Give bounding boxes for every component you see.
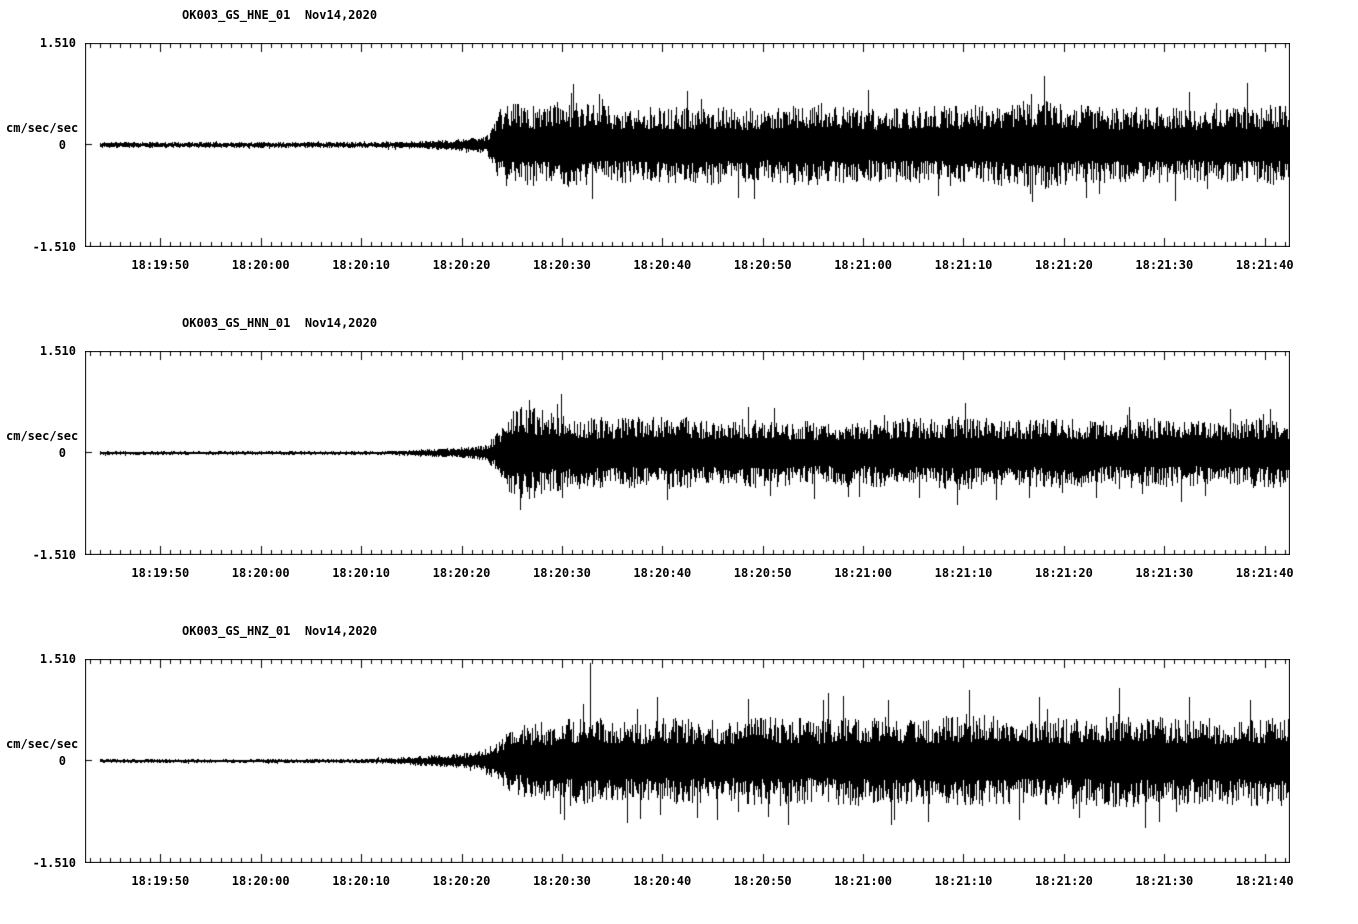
x-tick-label: 18:21:10 — [934, 566, 993, 580]
x-tick-label: 18:21:20 — [1034, 258, 1093, 272]
x-tick-label: 18:19:50 — [131, 258, 190, 272]
x-tick-label: 18:20:40 — [633, 566, 692, 580]
x-tick-label: 18:20:30 — [532, 874, 591, 888]
x-tick-label: 18:21:30 — [1135, 258, 1194, 272]
y-tick-label-zero: 0 — [58, 138, 66, 152]
x-axis-labels: 18:19:50 18:20:00 18:20:10 18:20:20 18:20:30… — [85, 566, 1293, 582]
y-tick-label-min: -1.510 — [32, 856, 76, 870]
x-tick-label: 18:20:50 — [733, 566, 792, 580]
y-axis-unit-label: cm/sec/sec — [6, 737, 79, 751]
waveform-canvas-hne — [85, 43, 1290, 247]
x-tick-label: 18:20:30 — [532, 566, 591, 580]
x-tick-label: 18:20:00 — [231, 566, 290, 580]
x-tick-label: 18:20:20 — [432, 258, 491, 272]
x-tick-label: 18:21:40 — [1235, 874, 1294, 888]
x-tick-label: 18:20:10 — [332, 874, 390, 888]
y-tick-label-max: 1.510 — [39, 344, 76, 358]
x-tick-label: 18:20:20 — [432, 566, 491, 580]
y-tick-label-max: 1.510 — [39, 36, 76, 50]
y-tick-label-max: 1.510 — [39, 652, 76, 666]
x-tick-label: 18:21:00 — [834, 874, 892, 888]
y-axis-unit-label: cm/sec/sec — [6, 121, 79, 135]
waveform-canvas-hnn — [85, 351, 1290, 555]
seismogram-panel-hnn: OK003_GS_HNN_01 Nov14,2020 1.510 cm/sec/… — [0, 308, 1358, 608]
x-tick-label: 18:20:10 — [332, 258, 390, 272]
x-tick-label: 18:20:50 — [733, 258, 792, 272]
seismogram-panel-hnz: OK003_GS_HNZ_01 Nov14,2020 1.510 cm/sec/… — [0, 616, 1358, 916]
x-tick-label: 18:20:20 — [432, 874, 491, 888]
x-axis-labels: 18:19:50 18:20:00 18:20:10 18:20:20 18:20:30… — [85, 258, 1293, 274]
seismogram-panel-hne: OK003_GS_HNE_01 Nov14,2020 1.510 cm/sec/… — [0, 0, 1358, 300]
y-tick-label-zero: 0 — [58, 754, 66, 768]
trace-title: OK003_GS_HNZ_01 Nov14,2020 — [182, 624, 378, 638]
x-tick-label: 18:21:30 — [1135, 566, 1194, 580]
x-tick-label: 18:20:10 — [332, 566, 390, 580]
y-tick-label-zero: 0 — [58, 446, 66, 460]
x-tick-label: 18:19:50 — [131, 874, 190, 888]
x-tick-label: 18:20:40 — [633, 258, 692, 272]
x-tick-label: 18:21:00 — [834, 258, 892, 272]
x-tick-label: 18:20:00 — [231, 258, 290, 272]
x-tick-label: 18:21:30 — [1135, 874, 1194, 888]
trace-title: OK003_GS_HNE_01 Nov14,2020 — [182, 8, 378, 22]
y-tick-label-min: -1.510 — [32, 240, 76, 254]
x-tick-label: 18:20:00 — [231, 874, 290, 888]
x-tick-label: 18:21:40 — [1235, 566, 1294, 580]
x-tick-label: 18:20:40 — [633, 874, 692, 888]
x-tick-label: 18:20:50 — [733, 874, 792, 888]
x-tick-label: 18:21:20 — [1034, 566, 1093, 580]
x-tick-label: 18:21:20 — [1034, 874, 1093, 888]
x-tick-label: 18:21:10 — [934, 874, 993, 888]
trace-title: OK003_GS_HNN_01 Nov14,2020 — [182, 316, 378, 330]
x-tick-label: 18:19:50 — [131, 566, 190, 580]
x-axis-labels: 18:19:50 18:20:00 18:20:10 18:20:20 18:20:30… — [85, 874, 1293, 890]
y-axis-unit-label: cm/sec/sec — [6, 429, 79, 443]
x-tick-label: 18:21:10 — [934, 258, 993, 272]
x-tick-label: 18:21:00 — [834, 566, 892, 580]
y-tick-label-min: -1.510 — [32, 548, 76, 562]
x-tick-label: 18:20:30 — [532, 258, 591, 272]
waveform-canvas-hnz — [85, 659, 1290, 863]
x-tick-label: 18:21:40 — [1235, 258, 1294, 272]
